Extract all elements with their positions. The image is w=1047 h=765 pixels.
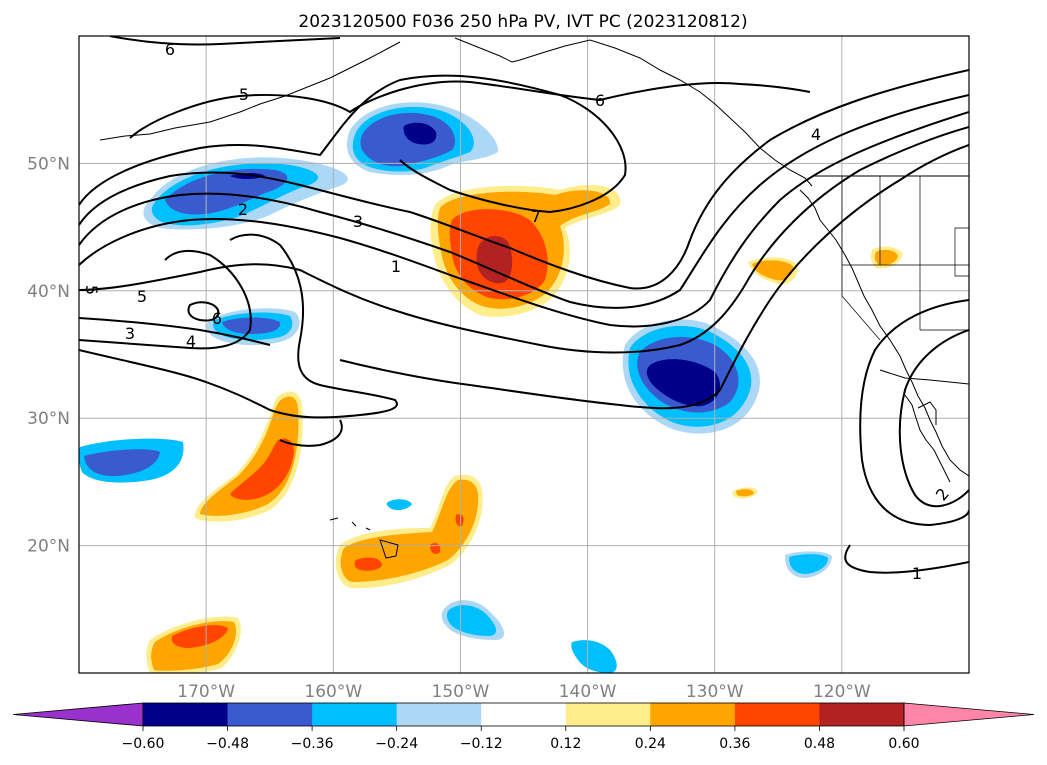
contour-line <box>187 301 220 322</box>
colorbar-extend-high <box>903 702 1035 727</box>
negative-anomaly-north-inner <box>360 112 456 167</box>
longitude-tick-labels: 170°W 160°W 150°W 140°W 130°W 120°W <box>177 682 871 702</box>
colorbar-bin <box>143 703 229 726</box>
contour-line <box>79 111 969 328</box>
colorbar-tick-label: 0.48 <box>804 736 835 752</box>
coastlines <box>99 37 969 559</box>
contour-line <box>79 126 969 354</box>
negative-anomaly-southeast-core <box>789 554 828 574</box>
contour-line <box>844 544 969 574</box>
map-background <box>79 36 969 673</box>
contour-line <box>279 419 343 447</box>
positive-anomaly-mexico-coast-core <box>736 489 754 497</box>
colorbar-bin <box>734 703 820 726</box>
negative-anomaly-southwest-inner <box>84 449 160 477</box>
colorbar-tick-label: −0.24 <box>375 736 418 752</box>
colorbar-bin <box>396 703 482 726</box>
lat-tick-label: 30°N <box>27 409 70 429</box>
negative-anomaly-north-peak <box>403 122 437 145</box>
lon-tick-label: 130°W <box>686 682 744 702</box>
negative-anomaly-south-core <box>446 605 497 636</box>
lat-tick-label: 40°N <box>27 282 70 302</box>
contour-line <box>79 233 398 419</box>
contour-label: 4 <box>811 125 821 144</box>
ivt-shading <box>79 102 903 673</box>
gridlines <box>79 36 969 673</box>
colorbar-bin <box>481 703 567 726</box>
coastline-baja <box>904 394 951 483</box>
contour-label: 3 <box>353 212 363 231</box>
colorbar-tick-label: 0.36 <box>719 736 750 752</box>
contour-line <box>898 329 969 508</box>
pv-contours <box>79 36 969 574</box>
colorbar-tick-label: 0.60 <box>888 736 919 752</box>
contour-line <box>109 36 341 46</box>
colorbar-bin <box>565 703 651 726</box>
contour-line <box>79 74 627 214</box>
lon-tick-label: 160°W <box>304 682 362 702</box>
negative-anomaly-west-inner <box>165 168 288 215</box>
map-area: 6 5 6 4 3 2 7 1 5 5 3 4 6 1 2 <box>79 36 969 673</box>
contour-label: 5 <box>239 85 249 104</box>
contour-label: 5 <box>82 285 101 295</box>
contour-line <box>859 299 969 527</box>
positive-anomaly-west-inner <box>230 438 294 500</box>
contour-label: 6 <box>212 309 222 328</box>
latitude-tick-labels: 20°N 30°N 40°N 50°N <box>27 154 70 556</box>
contour-line <box>79 69 969 290</box>
colorbar-bin <box>819 703 905 726</box>
colorbar-bin <box>650 703 736 726</box>
contour-line <box>79 249 252 350</box>
contour-line <box>129 80 811 139</box>
lon-tick-label: 150°W <box>432 682 490 702</box>
positive-anomaly-southwest-inner <box>171 625 228 648</box>
colorbar-outline <box>142 702 905 727</box>
contour-line <box>79 94 969 309</box>
map-frame <box>78 35 970 674</box>
colorbar-tick-label: −0.48 <box>206 736 249 752</box>
coastline-alaska <box>99 37 813 187</box>
border-us-mexico <box>879 369 969 385</box>
negative-anomaly-far-south <box>571 640 617 673</box>
colorbar-tick-label: −0.12 <box>460 736 503 752</box>
lat-tick-label: 20°N <box>27 537 70 557</box>
positive-anomaly-hawaii-inner-c <box>455 514 464 527</box>
colorbar-tick-label: −0.60 <box>122 736 165 752</box>
colorbar-bin <box>227 703 313 726</box>
colorbar-tick-label: 0.12 <box>550 736 581 752</box>
colorbar-tick-label: −0.36 <box>291 736 334 752</box>
positive-anomaly-inland-core <box>874 249 898 265</box>
negative-anomaly-hawaii-north <box>386 499 412 511</box>
colorbar-tick-label: 0.24 <box>635 736 666 752</box>
negative-anomaly-east-peak <box>646 359 721 407</box>
contour-label: 1 <box>912 564 922 583</box>
colorbar-bin <box>312 703 398 726</box>
positive-anomaly-coast-core <box>752 260 793 281</box>
lat-tick-label: 50°N <box>27 154 70 174</box>
positive-anomaly-central-peak <box>476 236 513 284</box>
lon-tick-label: 170°W <box>177 682 235 702</box>
hawaii-islands <box>329 517 399 559</box>
positive-anomaly-hawaii-inner-a <box>354 557 382 571</box>
colorbar-extend-low <box>12 702 144 727</box>
coastline-us-west <box>799 189 969 477</box>
contour-label: 7 <box>531 207 541 226</box>
lon-tick-label: 120°W <box>813 682 871 702</box>
contour-label: 3 <box>125 324 135 343</box>
colorbar: −0.60 −0.48 −0.36 −0.24 −0.12 0.12 0.24 0.36 0.4… <box>12 702 1035 752</box>
lon-tick-label: 140°W <box>559 682 617 702</box>
contour-label: 5 <box>137 287 147 306</box>
contour-label: 6 <box>165 40 175 59</box>
contour-label: 6 <box>595 91 605 110</box>
contour-label: 1 <box>391 257 401 276</box>
contour-label: 2 <box>238 200 248 219</box>
chart-title: 2023120500 F036 250 hPa PV, IVT PC (2023… <box>298 12 747 32</box>
positive-anomaly-hawaii-core <box>340 479 479 582</box>
contour-label: 4 <box>186 332 196 351</box>
contour-line <box>79 144 969 410</box>
